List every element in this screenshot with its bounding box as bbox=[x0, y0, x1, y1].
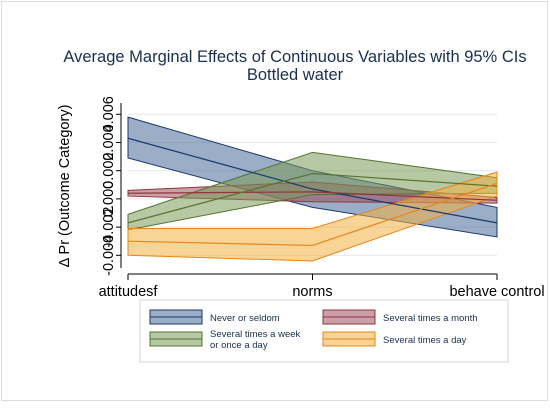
legend-label-1: Several times a month bbox=[383, 313, 478, 324]
y-tick-label-0: -0.004 bbox=[101, 235, 117, 276]
y-tick-label-3: 0.002 bbox=[101, 153, 117, 189]
x-tick-label-0: attitudesf bbox=[99, 284, 159, 300]
x-tick-label-2: behave control bbox=[449, 284, 544, 300]
line-layer bbox=[127, 137, 498, 247]
chart-subtitle: Bottled water bbox=[247, 66, 344, 84]
y-axis-label: Δ Pr (Outcome Category) bbox=[57, 105, 73, 268]
y-tick-label-2: 0.000 bbox=[101, 181, 117, 217]
chart-title: Average Marginal Effects of Continuous V… bbox=[63, 48, 526, 66]
y-tick-label-4: 0.004 bbox=[101, 124, 117, 160]
estimate-line-2 bbox=[127, 172, 498, 224]
legend-label-2: Several times a week or once a day bbox=[210, 329, 301, 351]
legend-label-line-2-0: Several times a week bbox=[210, 329, 301, 340]
legend: Never or seldom Several times a month Seve… bbox=[139, 299, 509, 363]
legend-box bbox=[139, 299, 509, 363]
estimate-line-1 bbox=[127, 191, 498, 201]
estimate-line-0 bbox=[127, 137, 498, 224]
legend-label-line-1-0: Several times a month bbox=[383, 313, 478, 324]
x-tick-label-1: norms bbox=[292, 284, 332, 300]
legend-label-line-2-1: or once a day bbox=[210, 340, 268, 351]
ci-band-3 bbox=[127, 171, 498, 262]
legend-label-3: Several times a day bbox=[383, 335, 467, 346]
y-tick-label-1: -0.002 bbox=[101, 207, 117, 248]
estimate-line-3 bbox=[127, 182, 498, 247]
band-layer bbox=[127, 116, 498, 262]
legend-label-0: Never or seldom bbox=[210, 313, 280, 324]
legend-label-line-0-0: Never or seldom bbox=[210, 313, 280, 324]
legend-label-line-3-0: Several times a day bbox=[383, 335, 467, 346]
y-tick-label-5: 0.006 bbox=[101, 96, 117, 132]
